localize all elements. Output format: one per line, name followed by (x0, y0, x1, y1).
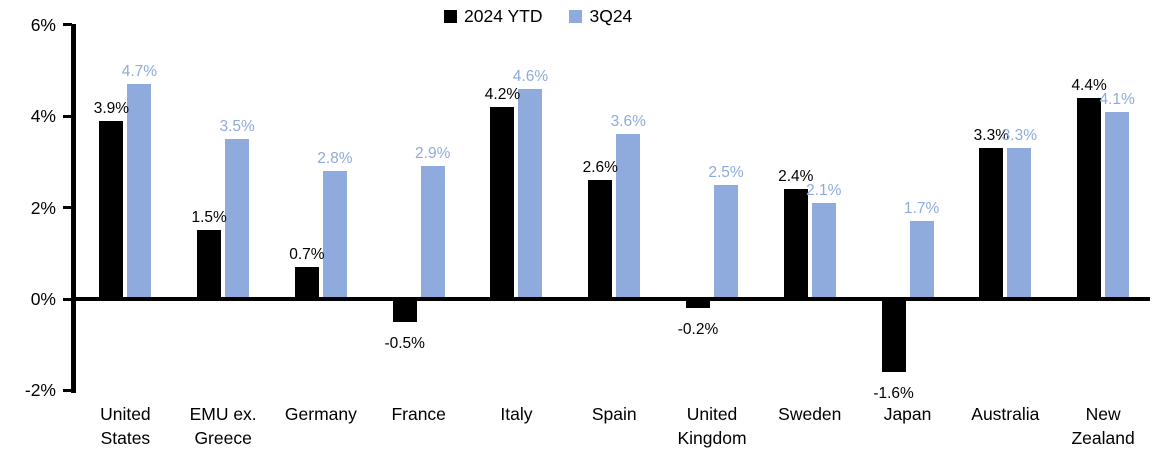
y-axis-tick (63, 388, 72, 392)
x-axis-category-label-text: EMU ex. Greece (189, 404, 257, 448)
x-axis-category-label-text: United Kingdom (677, 404, 747, 448)
x-axis-category-label: Australia (956, 403, 1054, 427)
bar-3q24-emu-ex-greece (225, 139, 250, 299)
y-axis-tick (63, 114, 72, 118)
data-label-2024-ytd-emu-ex-greece: 1.5% (191, 209, 227, 227)
data-label-3q24-emu-ex-greece: 3.5% (219, 118, 255, 136)
bar-3q24-united-states (127, 84, 152, 299)
bar-2024-ytd-france (392, 299, 417, 322)
x-axis-category-label-text: France (391, 404, 446, 424)
data-label-3q24-spain: 3.6% (610, 113, 646, 131)
y-axis-tick-label: 2% (30, 197, 56, 218)
x-axis-category-label-text: New Zealand (1071, 404, 1135, 448)
data-label-3q24-italy: 4.6% (512, 67, 549, 85)
x-axis-category-label: Japan (859, 403, 957, 427)
bar-2024-ytd-germany (294, 267, 319, 299)
bar-2024-ytd-japan (881, 299, 906, 373)
y-axis-tick-label: 4% (30, 106, 56, 127)
x-axis-category-label: Italy (468, 403, 566, 427)
bar-3q24-spain (616, 134, 641, 299)
x-axis-category-label: Germany (272, 403, 370, 427)
data-label-3q24-united-states: 4.7% (121, 63, 158, 81)
x-axis-category-label: Spain (565, 403, 663, 427)
bar-2024-ytd-spain (588, 180, 613, 299)
bar-3q24-france (420, 166, 445, 299)
bar-2024-ytd-united-kingdom (686, 299, 711, 309)
data-label-2024-ytd-united-kingdom: -0.2% (677, 321, 719, 339)
bar-2024-ytd-emu-ex-greece (197, 230, 222, 299)
x-axis-category-label-text: Italy (500, 404, 533, 424)
data-label-3q24-japan: 1.7% (903, 200, 940, 218)
data-label-2024-ytd-united-states: 3.9% (93, 99, 130, 117)
data-label-2024-ytd-new-zealand: 4.4% (1071, 76, 1107, 94)
legend-label-3q24: 3Q24 (589, 6, 633, 26)
data-label-2024-ytd-sweden: 2.4% (778, 168, 814, 186)
data-label-3q24-united-kingdom: 2.5% (708, 163, 744, 181)
bar-3q24-italy (518, 88, 543, 299)
legend-label-2024-ytd: 2024 YTD (464, 6, 543, 26)
x-axis-category-label-text: Japan (883, 404, 932, 424)
x-axis-category-label-text: United States (100, 404, 151, 448)
x-axis-category-label: New Zealand (1054, 403, 1152, 450)
x-axis-category-label: EMU ex. Greece (174, 403, 272, 450)
y-axis-tick (63, 23, 72, 27)
data-label-2024-ytd-italy: 4.2% (484, 86, 521, 104)
bar-3q24-japan (909, 221, 934, 299)
legend-item-3q24: 3Q24 (569, 5, 632, 27)
x-axis-category-label: Sweden (761, 403, 859, 427)
data-label-3q24-france: 2.9% (415, 145, 451, 163)
x-axis-category-label-text: Germany (284, 404, 357, 424)
bar-3q24-united-kingdom (714, 184, 739, 299)
x-axis-category-label: France (370, 403, 468, 427)
data-label-2024-ytd-australia: 3.3% (973, 127, 1009, 145)
data-label-2024-ytd-germany: 0.7% (289, 246, 325, 263)
chart-legend: 2024 YTD 3Q24 (444, 5, 632, 27)
data-label-3q24-sweden: 2.1% (806, 182, 842, 200)
legend-swatch-3q24-icon (569, 9, 583, 23)
data-label-2024-ytd-france: -0.5% (384, 334, 425, 352)
y-axis-tick (63, 206, 72, 210)
bar-3q24-germany (322, 171, 347, 299)
data-label-2024-ytd-spain: 2.6% (582, 159, 618, 177)
y-axis-tick-label: 0% (30, 289, 56, 309)
legend-swatch-2024-ytd-icon (444, 9, 457, 23)
data-label-2024-ytd-japan: -1.6% (873, 385, 914, 403)
x-axis-category-label: United Kingdom (663, 403, 761, 450)
x-axis-category-label: United States (77, 403, 175, 450)
y-axis-line (71, 24, 76, 393)
bar-2024-ytd-united-states (99, 120, 124, 299)
legend-item-2024-ytd: 2024 YTD (444, 5, 542, 27)
y-axis-tick-label: -2% (24, 380, 56, 401)
y-axis-tick (63, 297, 72, 301)
x-axis-category-label-text: Australia (971, 404, 1040, 424)
bar-2024-ytd-italy (490, 107, 515, 299)
x-axis-category-label-text: Sweden (778, 404, 842, 424)
data-label-3q24-australia: 3.3% (1001, 127, 1037, 145)
data-label-3q24-germany: 2.8% (317, 150, 353, 168)
bar-3q24-australia (1007, 148, 1032, 299)
bar-3q24-new-zealand (1105, 111, 1130, 299)
bar-2024-ytd-new-zealand (1077, 97, 1102, 299)
data-label-3q24-new-zealand: 4.1% (1099, 90, 1135, 108)
bar-2024-ytd-sweden (783, 189, 808, 299)
x-axis-category-label-text: Spain (591, 404, 637, 424)
bar-3q24-sweden (811, 203, 836, 299)
x-axis-line (71, 297, 1150, 301)
y-axis-tick-label: 6% (30, 14, 56, 35)
bar-2024-ytd-australia (979, 148, 1004, 299)
